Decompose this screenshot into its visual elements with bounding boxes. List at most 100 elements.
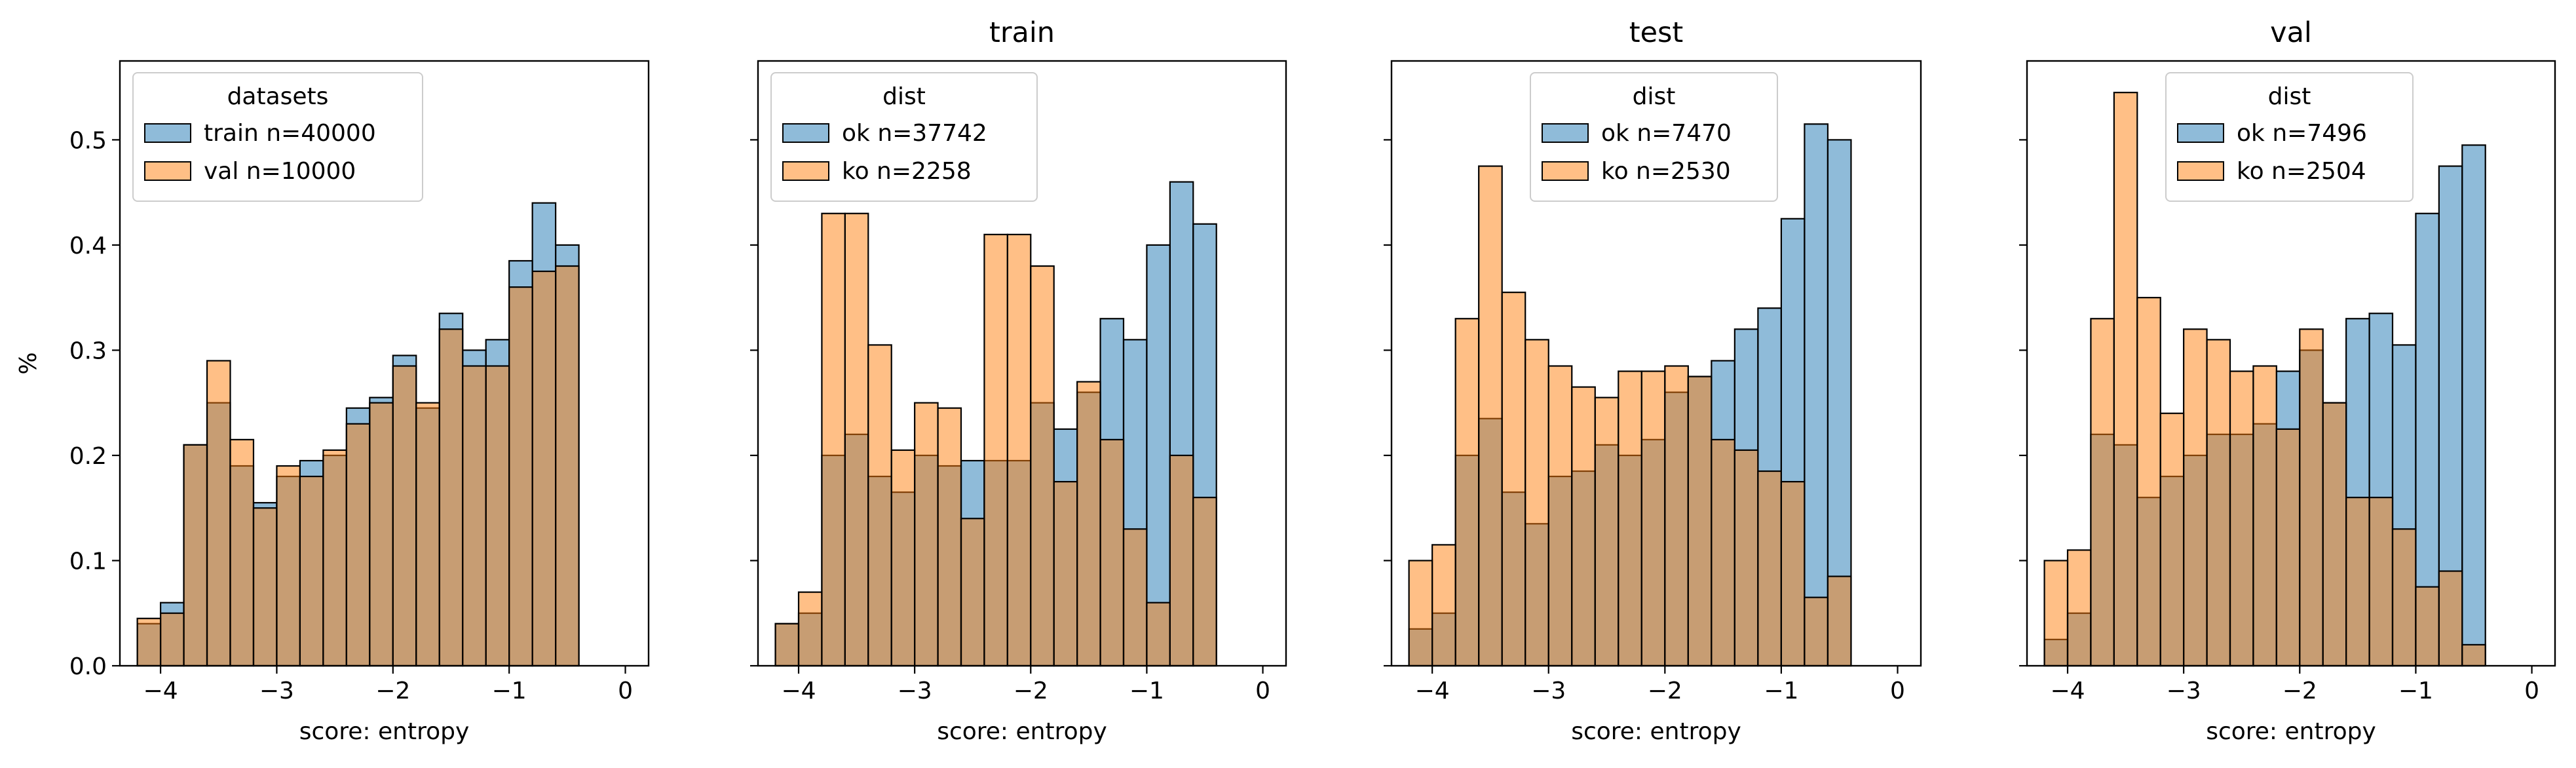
histogram-bar [555, 265, 580, 667]
histogram-bar [2113, 92, 2138, 667]
histogram-bar [797, 591, 823, 667]
legend-swatch [782, 161, 829, 181]
histogram-bar [2090, 318, 2115, 667]
y-axis-label: % [15, 352, 42, 374]
x-axis-label: score: entropy [937, 718, 1107, 745]
histogram-bar [2461, 144, 2486, 667]
histogram-bar [1478, 165, 1503, 667]
histogram-bar [1122, 528, 1148, 667]
legend-box [132, 72, 423, 202]
histogram-bar [983, 233, 1008, 667]
legend-entry: ok n=37742 [842, 120, 987, 147]
histogram-bar [1431, 544, 1456, 667]
histogram-bar [183, 444, 208, 667]
y-tick-label: 0.1 [69, 548, 107, 575]
legend-box [2165, 72, 2414, 202]
x-tick-label: −1 [1129, 678, 1164, 704]
histogram-bar [1757, 470, 1782, 667]
subplot-1: −4 −3 −2 −1 0 0.0 0.1 0.2 0.3 0.4 0.5 score: entrop… [15, 60, 650, 745]
series-orange [774, 212, 1217, 667]
series-orange [1408, 165, 1852, 667]
subplot-2: −4 −3 −2 −1 0 score: entropy train dist ok n=377… [750, 16, 1287, 745]
legend-box [1530, 72, 1778, 202]
legend: dist ok n=7470 ko n=2530 [1530, 72, 1778, 202]
series-orange [136, 265, 580, 667]
histogram-bar [1594, 396, 1619, 667]
histogram-bar [1099, 438, 1125, 667]
x-tick-label: 0 [618, 678, 633, 704]
histogram-bar [1454, 318, 1480, 667]
histogram-bar [2206, 339, 2231, 667]
x-axis-label: score: entropy [2206, 718, 2376, 745]
legend-swatch [2177, 161, 2224, 181]
histogram-bar [914, 402, 939, 667]
legend-swatch [782, 123, 829, 143]
x-tick-label: −4 [2050, 678, 2085, 704]
x-tick-label: −1 [2398, 678, 2433, 704]
histogram-bar [1192, 497, 1217, 667]
histogram-bar [2043, 560, 2069, 667]
histogram-bar [1501, 292, 1526, 667]
x-tick-label: −3 [898, 678, 932, 704]
legend-swatch [144, 161, 191, 181]
series-orange [2043, 92, 2486, 667]
histogram-bar [485, 365, 510, 667]
histogram-bar [774, 623, 800, 667]
histogram-bar [1664, 365, 1689, 667]
legend-title: dist [2268, 83, 2311, 110]
histogram-bar [2415, 586, 2440, 667]
y-tick-label: 0.5 [69, 127, 107, 154]
x-tick-label: −2 [2282, 678, 2317, 704]
histogram-bar [960, 518, 985, 667]
histogram-bar [1571, 386, 1596, 667]
histogram-bar [2438, 570, 2463, 667]
histogram-bar [1053, 480, 1078, 667]
legend-entry: ok n=7496 [2237, 120, 2367, 147]
y-tick-label: 0.2 [69, 443, 107, 470]
histogram-bar [1006, 233, 1032, 667]
legend: datasets train n=40000 val n=10000 [132, 72, 423, 202]
histogram-bar [392, 365, 417, 667]
y-tick-label: 0.0 [69, 653, 107, 680]
histogram-bar [2461, 643, 2486, 667]
axes-frame [2026, 60, 2556, 667]
histogram-bar [1076, 381, 1101, 667]
histogram-bar [322, 449, 347, 667]
x-tick-label: −3 [259, 678, 294, 704]
histogram-bar [937, 407, 962, 667]
legend-swatch [2177, 123, 2224, 143]
histogram-bar [136, 617, 162, 667]
histogram-bar [276, 465, 301, 667]
histogram-bar [867, 344, 892, 667]
histogram-bar [2322, 402, 2347, 667]
histogram-bar [1711, 438, 1735, 667]
legend-swatch [144, 123, 191, 143]
subplot-title: train [989, 16, 1055, 49]
histogram-bar [1146, 602, 1171, 667]
histogram-bar [531, 270, 557, 667]
histogram-bar [159, 612, 185, 667]
histogram-bar [2159, 412, 2185, 667]
histogram-bar [1733, 449, 1759, 667]
histogram-bar [229, 438, 255, 667]
legend-title: datasets [227, 83, 329, 110]
histogram-bar [1030, 265, 1055, 667]
x-axis-label: score: entropy [1571, 718, 1741, 745]
x-tick-label: −3 [2167, 678, 2201, 704]
legend-box [770, 72, 1038, 202]
histogram-bar [369, 402, 394, 667]
histogram-bar [2229, 370, 2254, 667]
histogram-bar [345, 423, 371, 667]
histogram-bar [1640, 370, 1666, 667]
x-axis-label: score: entropy [299, 718, 470, 745]
histogram-bar [2252, 365, 2277, 667]
histogram-bar [299, 475, 324, 667]
axes-frame [1390, 60, 1922, 667]
histogram-bar [2275, 428, 2301, 667]
histogram-bar [1687, 375, 1713, 667]
histogram-bar [821, 212, 846, 667]
legend-entry: train n=40000 [204, 120, 376, 147]
x-tick-label: −2 [1648, 678, 1682, 704]
histogram-bar [2066, 549, 2092, 667]
histogram-bar [844, 212, 869, 667]
